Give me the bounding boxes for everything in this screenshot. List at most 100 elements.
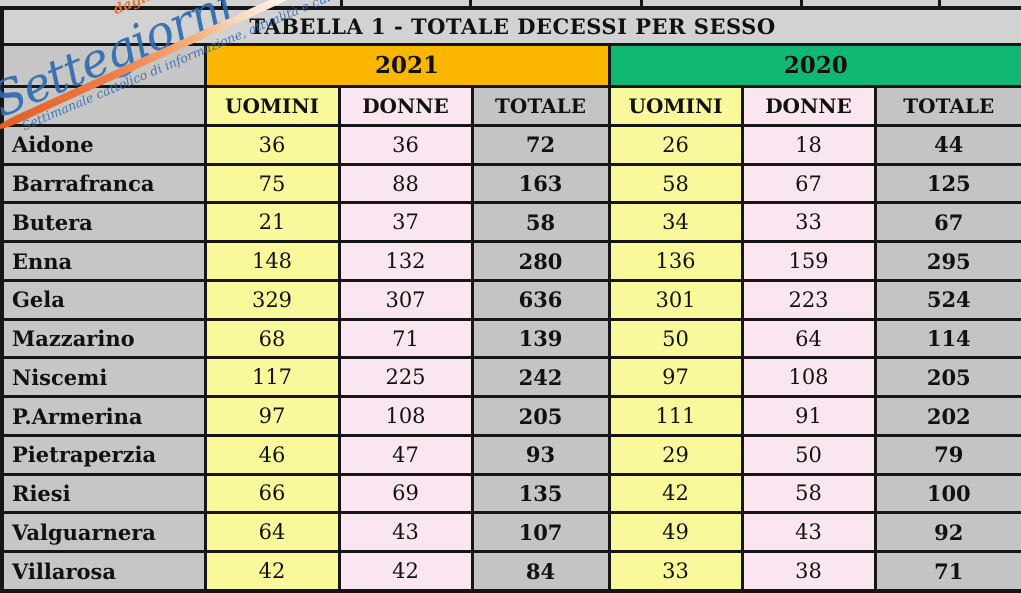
row-label: Mazzarino [0, 317, 207, 360]
cell-uomini-2021: 148 [203, 240, 341, 282]
cell-donne-2021: 37 [337, 201, 474, 244]
cell-donne-2021: 69 [337, 472, 474, 515]
cell-totale-2020: 71 [873, 550, 1021, 593]
cell-uomini-2020: 42 [607, 472, 744, 515]
table-row-enna: Enna 148 132 280 136 159 295 [0, 240, 1021, 282]
cell-uomini-2021: 68 [203, 317, 341, 360]
row-label: Riesi [0, 472, 207, 515]
divider [938, 0, 941, 6]
cell-totale-2020: 100 [873, 472, 1021, 515]
cell-donne-2020: 43 [740, 511, 877, 554]
cell-totale-2021: 139 [470, 317, 611, 360]
cell-totale-2021: 93 [470, 433, 611, 476]
cell-totale-2021: 72 [470, 124, 611, 166]
cell-uomini-2020: 111 [607, 395, 744, 437]
row-label: Aidone [0, 124, 207, 166]
table-row-mazzarino: Mazzarino 68 71 139 50 64 114 [0, 317, 1021, 360]
cell-totale-2021: 242 [470, 356, 611, 399]
cell-totale-2021: 58 [470, 201, 611, 244]
table-title: TABELLA 1 - TOTALE DECESSI PER SESSO [0, 6, 1021, 46]
col-header-uomini-2020: UOMINI [607, 85, 744, 127]
cell-uomini-2021: 75 [203, 162, 341, 205]
cell-uomini-2021: 117 [203, 356, 341, 399]
table-row-gela: Gela 329 307 636 301 223 524 [0, 278, 1021, 321]
cell-donne-2021: 307 [337, 278, 474, 321]
col-header-totale-2020: TOTALE [873, 85, 1021, 127]
cell-totale-2020: 114 [873, 317, 1021, 360]
cell-donne-2021: 42 [337, 550, 474, 593]
cell-uomini-2020: 50 [607, 317, 744, 360]
cell-donne-2020: 58 [740, 472, 877, 515]
year-2020-header: 2020 [607, 43, 1021, 88]
divider [800, 0, 803, 6]
table-row-pietraperzia: Pietraperzia 46 47 93 29 50 79 [0, 433, 1021, 476]
cell-donne-2021: 132 [337, 240, 474, 282]
cell-totale-2020: 205 [873, 356, 1021, 399]
year-header-row: 2021 2020 [0, 43, 1021, 88]
divider [640, 0, 643, 6]
cell-donne-2020: 108 [740, 356, 877, 399]
cell-uomini-2020: 49 [607, 511, 744, 554]
table-title-row: TABELLA 1 - TOTALE DECESSI PER SESSO [0, 6, 1021, 46]
table-row-valguarnera: Valguarnera 64 43 107 49 43 92 [0, 511, 1021, 554]
cell-donne-2020: 50 [740, 433, 877, 476]
table-row-niscemi: Niscemi 117 225 242 97 108 205 [0, 356, 1021, 399]
cell-totale-2020: 295 [873, 240, 1021, 282]
row-label: Valguarnera [0, 511, 207, 554]
cell-donne-2021: 88 [337, 162, 474, 205]
blank-corner-cell [0, 85, 207, 127]
col-header-uomini-2021: UOMINI [203, 85, 341, 127]
cell-uomini-2021: 329 [203, 278, 341, 321]
cell-totale-2021: 636 [470, 278, 611, 321]
cell-uomini-2020: 58 [607, 162, 744, 205]
table-row-barrafranca: Barrafranca 75 88 163 58 67 125 [0, 162, 1021, 205]
table-row-parmerina: P.Armerina 97 108 205 111 91 202 [0, 395, 1021, 437]
table-row-butera: Butera 21 37 58 34 33 67 [0, 201, 1021, 244]
col-header-totale-2021: TOTALE [470, 85, 611, 127]
col-header-donne-2020: DONNE [740, 85, 877, 127]
cell-uomini-2020: 26 [607, 124, 744, 166]
cell-totale-2021: 163 [470, 162, 611, 205]
cell-donne-2021: 225 [337, 356, 474, 399]
cell-uomini-2021: 66 [203, 472, 341, 515]
cell-uomini-2021: 36 [203, 124, 341, 166]
cell-donne-2021: 71 [337, 317, 474, 360]
cell-uomini-2020: 29 [607, 433, 744, 476]
row-label: P.Armerina [0, 395, 207, 437]
cell-donne-2020: 159 [740, 240, 877, 282]
row-label: Enna [0, 240, 207, 282]
cell-uomini-2021: 42 [203, 550, 341, 593]
cell-uomini-2021: 64 [203, 511, 341, 554]
cell-totale-2021: 280 [470, 240, 611, 282]
table-row-villarosa: Villarosa 42 42 84 33 38 71 [0, 550, 1021, 593]
cell-totale-2020: 524 [873, 278, 1021, 321]
year-2021-header: 2021 [203, 43, 611, 88]
cell-donne-2020: 18 [740, 124, 877, 166]
cell-totale-2020: 44 [873, 124, 1021, 166]
cell-totale-2021: 84 [470, 550, 611, 593]
table-row-aidone: Aidone 36 36 72 26 18 44 [0, 124, 1021, 166]
cell-uomini-2021: 97 [203, 395, 341, 437]
blank-corner-cell [0, 43, 207, 88]
cell-donne-2020: 91 [740, 395, 877, 437]
col-header-donne-2021: DONNE [337, 85, 474, 127]
cell-totale-2021: 205 [470, 395, 611, 437]
column-header-row: UOMINI DONNE TOTALE UOMINI DONNE TOTALE [0, 85, 1021, 127]
cell-donne-2020: 33 [740, 201, 877, 244]
cell-donne-2020: 67 [740, 162, 877, 205]
cell-uomini-2021: 21 [203, 201, 341, 244]
cell-totale-2020: 125 [873, 162, 1021, 205]
cell-uomini-2020: 301 [607, 278, 744, 321]
row-label: Butera [0, 201, 207, 244]
deaths-by-sex-table: TABELLA 1 - TOTALE DECESSI PER SESSO 202… [0, 6, 1021, 593]
row-label: Gela [0, 278, 207, 321]
cell-donne-2021: 36 [337, 124, 474, 166]
cell-donne-2020: 223 [740, 278, 877, 321]
divider [469, 0, 472, 6]
cell-totale-2020: 67 [873, 201, 1021, 244]
row-label: Villarosa [0, 550, 207, 593]
cell-donne-2021: 43 [337, 511, 474, 554]
row-label: Pietraperzia [0, 433, 207, 476]
table-row-riesi: Riesi 66 69 135 42 58 100 [0, 472, 1021, 515]
cell-donne-2021: 108 [337, 395, 474, 437]
